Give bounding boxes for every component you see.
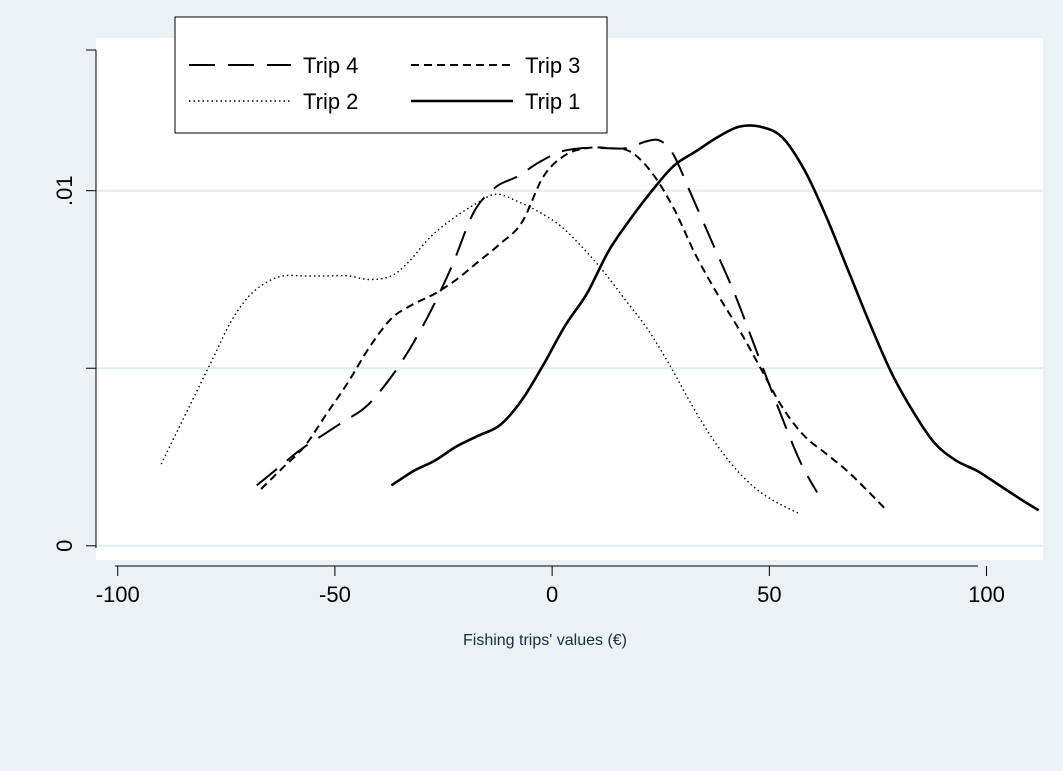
legend-label-trip-3: Trip 3 xyxy=(525,53,580,78)
y-tick-label-0: 0 xyxy=(52,540,77,552)
series-line-trip-4 xyxy=(256,138,818,493)
legend-label-trip-1: Trip 1 xyxy=(525,89,580,114)
legend-label-trip-4: Trip 4 xyxy=(303,53,358,78)
gridlines xyxy=(96,189,1043,547)
x-tick-label-2: 0 xyxy=(546,582,558,607)
legend: Trip 4 Trip 3 Trip 2 Trip 1 xyxy=(174,16,608,134)
series-line-trip-1 xyxy=(390,124,1040,512)
y-ticks: 0.01 xyxy=(52,49,96,552)
x-tick-label-4: 100 xyxy=(968,582,1005,607)
x-tick-label-0: -100 xyxy=(96,582,140,607)
series-lines xyxy=(160,124,1040,515)
legend-label-trip-2: Trip 2 xyxy=(303,89,358,114)
axes xyxy=(95,50,978,567)
x-tick-label-3: 50 xyxy=(757,582,781,607)
legend-box xyxy=(174,16,608,134)
y-tick-label-1: .01 xyxy=(52,175,77,206)
series-line-trip-3 xyxy=(260,146,888,511)
x-ticks: -100 -50 0 50 100 xyxy=(96,566,1005,607)
x-axis-title: Fishing trips' values (€) xyxy=(463,632,627,649)
x-tick-label-1: -50 xyxy=(319,582,351,607)
